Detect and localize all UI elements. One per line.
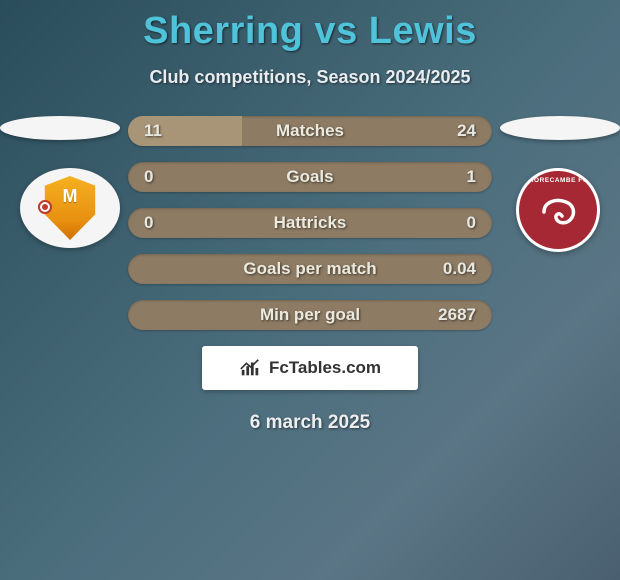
shrimp-icon	[536, 194, 580, 230]
stat-right-value: 0.04	[443, 259, 476, 279]
date-text: 6 march 2025	[0, 412, 620, 434]
stat-row-min-per-goal: Min per goal 2687	[128, 300, 492, 330]
stat-row-goals-per-match: Goals per match 0.04	[128, 254, 492, 284]
stat-label: Goals	[286, 167, 333, 187]
stat-bars: 11 Matches 24 0 Goals 1 0 Hattricks 0 Go…	[128, 116, 492, 346]
team-right-logo: MORECAMBE FC	[516, 168, 600, 252]
player-right-disc	[500, 116, 620, 140]
stat-left-value: 0	[144, 167, 153, 187]
stat-right-value: 2687	[438, 305, 476, 325]
page-title: Sherring vs Lewis	[0, 10, 620, 53]
stat-label: Matches	[276, 121, 344, 141]
stat-left-value: 0	[144, 213, 153, 233]
mk-dons-logo: M	[42, 176, 98, 240]
page-subtitle: Club competitions, Season 2024/2025	[0, 67, 620, 88]
stat-row-hattricks: 0 Hattricks 0	[128, 208, 492, 238]
stat-label: Min per goal	[260, 305, 360, 325]
stat-right-value: 0	[467, 213, 476, 233]
team-left-logo: M	[20, 168, 120, 248]
stat-row-matches: 11 Matches 24	[128, 116, 492, 146]
brand-text: FcTables.com	[269, 358, 381, 378]
widget-container: Sherring vs Lewis Club competitions, Sea…	[0, 0, 620, 580]
stat-label: Hattricks	[274, 213, 347, 233]
player-left-disc	[0, 116, 120, 140]
stat-right-value: 1	[467, 167, 476, 187]
stat-right-value: 24	[457, 121, 476, 141]
bar-chart-icon	[239, 357, 261, 379]
stat-label: Goals per match	[243, 259, 376, 279]
stat-row-goals: 0 Goals 1	[128, 162, 492, 192]
brand-link[interactable]: FcTables.com	[202, 346, 418, 390]
stat-left-value: 11	[144, 121, 162, 141]
stats-area: M MORECAMBE FC	[0, 116, 620, 326]
morecambe-fc-logo: MORECAMBE FC	[516, 168, 600, 252]
